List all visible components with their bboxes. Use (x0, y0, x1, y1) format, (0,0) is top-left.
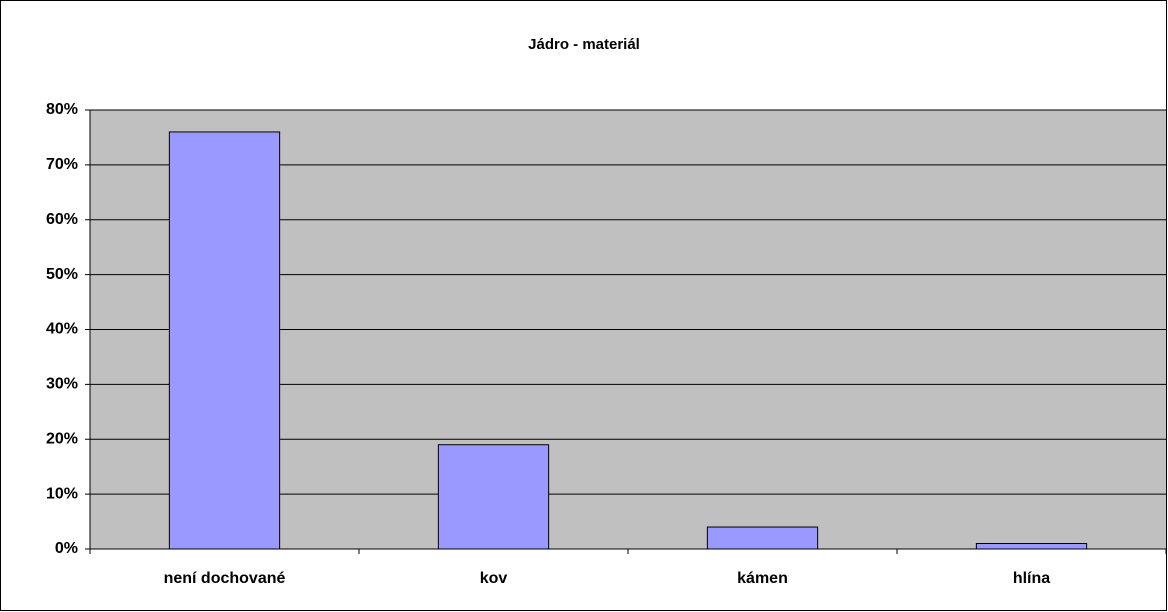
x-tick-label: kámen (737, 570, 788, 587)
x-tick-label: kov (480, 570, 508, 587)
bar (437, 444, 550, 550)
bar (975, 543, 1088, 550)
y-tick-label: 50% (46, 266, 78, 283)
y-tick-label: 60% (46, 211, 78, 228)
bar (706, 526, 819, 550)
y-tick-label: 30% (46, 376, 78, 393)
y-tick-label: 70% (46, 156, 78, 173)
y-tick-label: 0% (55, 540, 78, 557)
y-tick-label: 40% (46, 321, 78, 338)
y-tick-label: 10% (46, 485, 78, 502)
y-tick-label: 80% (46, 101, 78, 118)
x-tick-label: není dochované (164, 570, 286, 587)
y-tick-label: 20% (46, 430, 78, 447)
bar (168, 131, 281, 550)
chart-title: Jádro - materiál (528, 36, 640, 53)
x-tick-label: hlína (1013, 570, 1050, 587)
